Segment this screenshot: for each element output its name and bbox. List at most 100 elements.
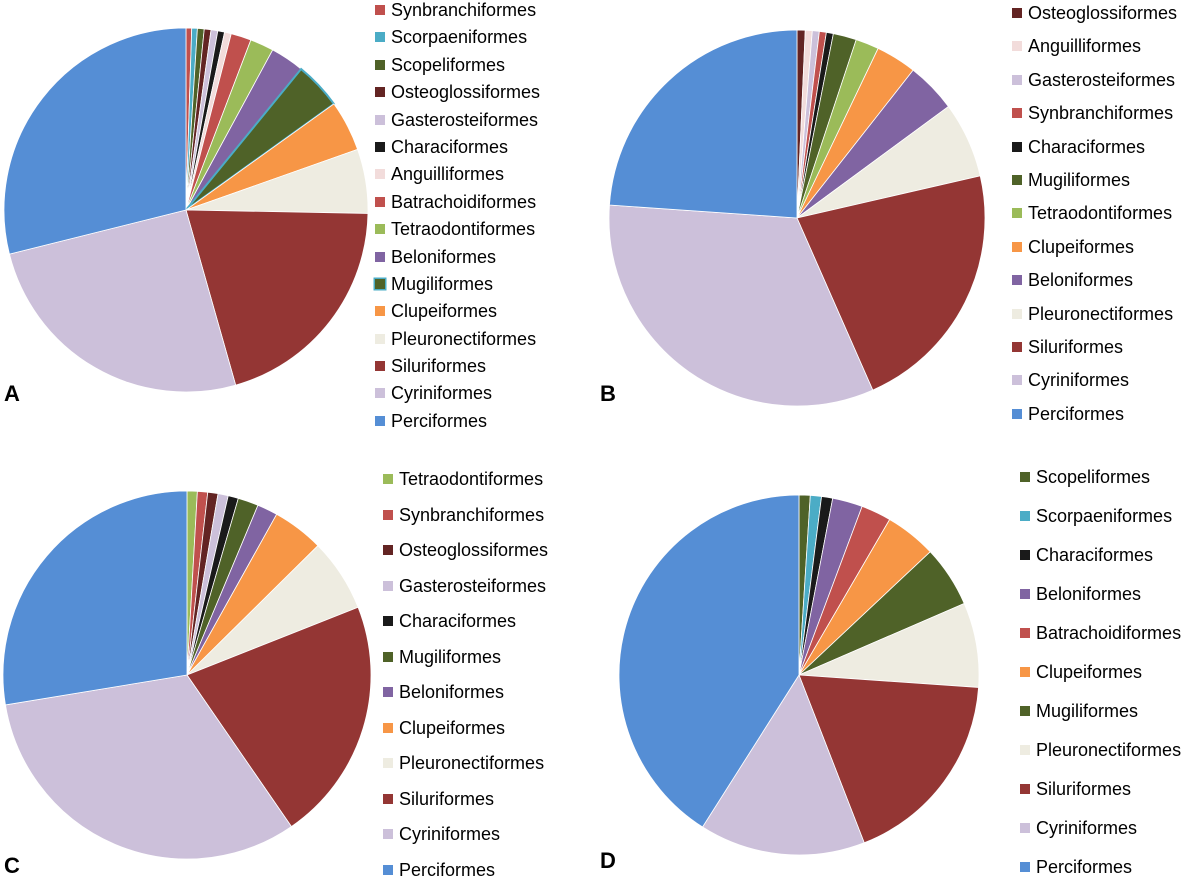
legend-label: Scopeliformes bbox=[391, 54, 506, 75]
legend-d: Scopeliformes Scorpaeniformes Characiforme… bbox=[1020, 467, 1181, 896]
legend-label: Clupeiformes bbox=[1028, 236, 1135, 257]
legend-item-osteoglossiformes: Osteoglossiformes bbox=[1012, 3, 1177, 36]
legend-swatch bbox=[375, 333, 385, 344]
legend-label: Clupeiformes bbox=[391, 301, 498, 322]
legend-label: Mugiliformes bbox=[1036, 701, 1139, 721]
legend-item-batrachoidiformes: Batrachoidiformes bbox=[1020, 623, 1181, 662]
legend-swatch bbox=[375, 361, 385, 372]
legend-item-scopeliformes: Scopeliformes bbox=[1020, 467, 1181, 506]
chart-panel-d: Scopeliformes Scorpaeniformes Characiforme… bbox=[600, 439, 1200, 878]
legend-swatch bbox=[1012, 41, 1022, 52]
legend-item-gasterosteiformes: Gasterosteiformes bbox=[375, 110, 540, 137]
legend-label: Synbranchiformes bbox=[391, 0, 537, 20]
legend-label: Cyriniformes bbox=[391, 383, 493, 404]
legend-swatch bbox=[375, 251, 385, 262]
legend-label: Tetraodontiformes bbox=[391, 219, 536, 240]
legend-swatch bbox=[375, 196, 385, 207]
legend-swatch bbox=[1012, 308, 1022, 319]
legend-swatch bbox=[375, 114, 385, 125]
legend-swatch bbox=[383, 722, 393, 733]
legend-item-anguilliformes: Anguilliformes bbox=[375, 164, 540, 191]
legend-swatch bbox=[1020, 823, 1030, 833]
legend-label: Osteoglossiformes bbox=[399, 540, 549, 560]
pie-slice-cyriniformes bbox=[701, 674, 865, 856]
legend-swatch bbox=[1012, 208, 1022, 219]
legend-label: Pleuronectiformes bbox=[1028, 303, 1174, 324]
pie-chart-c bbox=[2, 490, 372, 860]
legend-label: Cyriniformes bbox=[1028, 370, 1130, 391]
legend-swatch bbox=[383, 651, 393, 662]
legend-c: Tetraodontiformes Synbranchiformes Osteogl… bbox=[383, 469, 548, 895]
legend-label: Siluriformes bbox=[399, 788, 495, 809]
legend-item-tetraodontiformes: Tetraodontiformes bbox=[375, 219, 540, 246]
legend-swatch bbox=[1020, 472, 1030, 482]
pie-chart-a bbox=[3, 27, 369, 393]
pie-chart-d bbox=[618, 494, 980, 856]
legend-item-mugiliformes: Mugiliformes bbox=[1012, 170, 1177, 203]
legend-label: Scopeliformes bbox=[1036, 467, 1151, 487]
legend-label: Tetraodontiformes bbox=[1028, 203, 1173, 224]
legend-item-characiformes: Characiformes bbox=[1020, 545, 1181, 584]
legend-label: Cyriniformes bbox=[399, 824, 501, 844]
legend-swatch bbox=[383, 758, 393, 768]
legend-swatch bbox=[1020, 745, 1030, 755]
legend-label: Perciformes bbox=[399, 859, 496, 880]
legend-item-pleuronectiformes: Pleuronectiformes bbox=[1012, 304, 1177, 337]
legend-item-beloniformes: Beloniformes bbox=[383, 682, 548, 718]
legend-item-perciformes: Perciformes bbox=[1012, 404, 1177, 437]
legend-swatch bbox=[1012, 408, 1022, 419]
legend-item-characiformes: Characiformes bbox=[383, 611, 548, 647]
legend-item-beloniformes: Beloniformes bbox=[1020, 584, 1181, 623]
legend-item-cyriniformes: Cyriniformes bbox=[1012, 370, 1177, 403]
legend-label: Gasterosteiformes bbox=[1028, 69, 1176, 90]
legend-swatch bbox=[383, 474, 393, 484]
legend-swatch bbox=[375, 87, 385, 98]
panel-label-b: B bbox=[600, 381, 616, 406]
legend-swatch bbox=[1020, 589, 1030, 599]
legend-item-synbranchiformes: Synbranchiformes bbox=[375, 0, 540, 27]
legend-swatch bbox=[1012, 275, 1022, 286]
legend-item-siluriformes: Siluriformes bbox=[383, 789, 548, 825]
legend-item-batrachoidiformes: Batrachoidiformes bbox=[375, 192, 540, 219]
legend-item-mugiliformes: Mugiliformes bbox=[1020, 701, 1181, 740]
legend-item-tetraodontiformes: Tetraodontiformes bbox=[1012, 203, 1177, 236]
legend-label: Siluriformes bbox=[391, 356, 487, 377]
chart-panel-b: Osteoglossiformes Anguilliformes Gasterost… bbox=[600, 0, 1200, 439]
legend-item-cyriniformes: Cyriniformes bbox=[1020, 818, 1181, 857]
legend-label: Gasterosteiformes bbox=[399, 575, 547, 596]
legend-label: Osteoglossiformes bbox=[391, 82, 541, 103]
legend-item-beloniformes: Beloniformes bbox=[375, 247, 540, 274]
legend-item-gasterosteiformes: Gasterosteiformes bbox=[383, 576, 548, 612]
legend-item-mugiliformes: Mugiliformes bbox=[383, 647, 548, 683]
legend-swatch bbox=[1020, 511, 1030, 521]
legend-label: Siluriformes bbox=[1036, 779, 1132, 799]
legend-swatch bbox=[375, 388, 385, 399]
legend-label: Beloniformes bbox=[1036, 584, 1142, 604]
legend-item-anguilliformes: Anguilliformes bbox=[1012, 36, 1177, 69]
pie-slice-cyriniformes bbox=[4, 674, 292, 860]
legend-item-gasterosteiformes: Gasterosteiformes bbox=[1012, 70, 1177, 103]
legend-item-scopeliformes: Scopeliformes bbox=[375, 55, 540, 82]
legend-item-clupeiformes: Clupeiformes bbox=[383, 718, 548, 754]
chart-panel-c: Tetraodontiformes Synbranchiformes Osteogl… bbox=[0, 439, 600, 880]
legend-label: Perciformes bbox=[1036, 857, 1133, 877]
legend-swatch bbox=[375, 59, 385, 70]
legend-label: Tetraodontiformes bbox=[399, 469, 544, 489]
legend-swatch bbox=[1012, 341, 1022, 352]
legend-swatch bbox=[1012, 141, 1022, 152]
legend-label: Pleuronectiformes bbox=[399, 753, 545, 773]
legend-item-characiformes: Characiformes bbox=[375, 137, 540, 164]
legend-item-clupeiformes: Clupeiformes bbox=[1020, 662, 1181, 701]
legend-a: Synbranchiformes Scorpaeniformes Scopelifo… bbox=[375, 0, 540, 438]
legend-label: Perciformes bbox=[391, 410, 488, 431]
legend-swatch bbox=[1020, 667, 1030, 677]
legend-swatch bbox=[1020, 784, 1030, 794]
legend-swatch bbox=[383, 616, 393, 626]
legend-label: Characiformes bbox=[391, 136, 509, 157]
legend-item-pleuronectiformes: Pleuronectiformes bbox=[1020, 740, 1181, 779]
pie-slice-siluriformes bbox=[796, 175, 986, 391]
legend-item-perciformes: Perciformes bbox=[375, 411, 540, 438]
legend-label: Beloniformes bbox=[399, 682, 505, 702]
legend-swatch bbox=[383, 864, 393, 875]
legend-swatch bbox=[383, 793, 393, 804]
